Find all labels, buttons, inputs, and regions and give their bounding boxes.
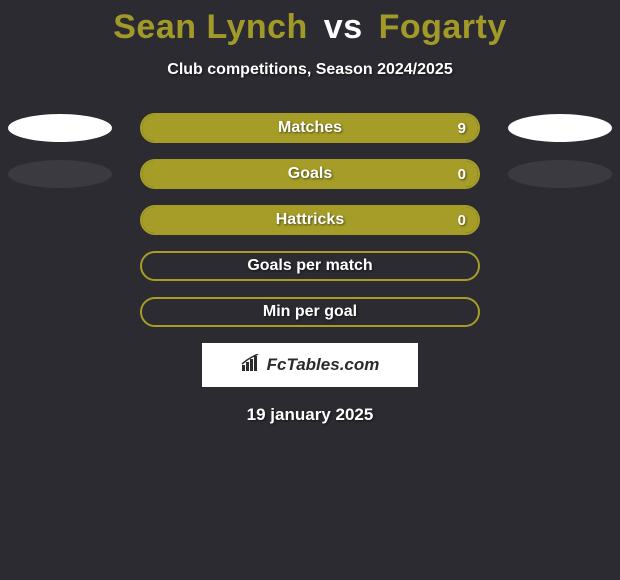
stat-bar: Goals0 xyxy=(140,159,480,189)
brand-text: FcTables.com xyxy=(267,355,380,375)
title-vs: vs xyxy=(324,8,363,46)
comparison-title: Sean Lynch vs Fogarty xyxy=(0,0,620,47)
left-ellipse xyxy=(8,160,112,188)
right-ellipse xyxy=(508,114,612,142)
stat-row: Matches9 xyxy=(0,113,620,143)
subtitle: Club competitions, Season 2024/2025 xyxy=(0,61,620,79)
stat-row: Goals per match xyxy=(0,251,620,281)
stat-label: Hattricks xyxy=(142,211,478,229)
stat-label: Goals per match xyxy=(142,257,478,275)
stat-right-value: 9 xyxy=(458,120,466,137)
stat-rows: Matches9Goals0Hattricks0Goals per matchM… xyxy=(0,113,620,327)
stat-row: Goals0 xyxy=(0,159,620,189)
stat-right-value: 0 xyxy=(458,212,466,229)
date-label: 19 january 2025 xyxy=(0,405,620,425)
brand-badge: FcTables.com xyxy=(202,343,418,387)
stat-bar: Goals per match xyxy=(140,251,480,281)
title-player-right: Fogarty xyxy=(379,8,507,46)
left-ellipse xyxy=(8,114,112,142)
stat-row: Hattricks0 xyxy=(0,205,620,235)
chart-icon xyxy=(241,354,263,377)
stat-row: Min per goal xyxy=(0,297,620,327)
stat-label: Goals xyxy=(142,165,478,183)
stat-bar: Min per goal xyxy=(140,297,480,327)
right-ellipse xyxy=(508,160,612,188)
stat-label: Matches xyxy=(142,119,478,137)
stat-bar: Hattricks0 xyxy=(140,205,480,235)
stat-label: Min per goal xyxy=(142,303,478,321)
title-player-left: Sean Lynch xyxy=(113,8,308,46)
stat-bar: Matches9 xyxy=(140,113,480,143)
stat-right-value: 0 xyxy=(458,166,466,183)
